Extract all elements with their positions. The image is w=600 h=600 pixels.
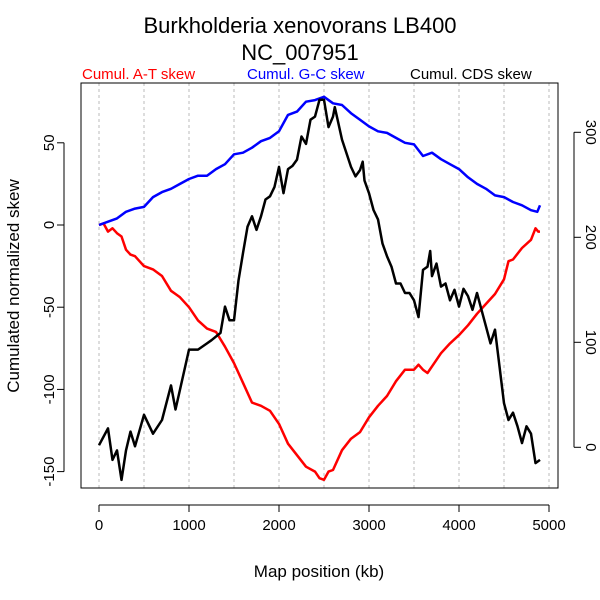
y-tick-label-right: 300 — [582, 120, 599, 145]
x-axis-label: Map position (kb) — [254, 562, 384, 581]
series-lines — [97, 95, 542, 482]
y-tick-label-right: 100 — [582, 330, 599, 355]
y-tick-label-left: -100 — [41, 374, 58, 404]
x-tick-label: 2000 — [262, 517, 295, 534]
x-tick-label: 3000 — [352, 517, 385, 534]
y-tick-label-left: -150 — [41, 457, 58, 487]
y-tick-label-left: 0 — [41, 221, 58, 229]
y-tick-label-right: 0 — [582, 443, 599, 451]
y-tick-label-left: -50 — [41, 296, 58, 318]
legend-at-skew: Cumul. A-T skew — [82, 66, 195, 83]
chart-title: Burkholderia xenovorans LB400 — [143, 13, 456, 38]
grid-lines — [98, 83, 550, 488]
y-tick-label-left: 50 — [41, 134, 58, 151]
x-tick-label: 4000 — [442, 517, 475, 534]
series-line-at — [98, 222, 540, 482]
y-axis-label: Cumulated normalized skew — [4, 179, 23, 393]
y-tick-label-right: 200 — [582, 225, 599, 250]
axes: 0 1000 2000 3000 4000 5000500-50-100-15030020… — [41, 120, 599, 534]
x-tick-label: 5000 — [532, 517, 565, 534]
legend-cds-skew: Cumul. CDS skew — [410, 66, 532, 83]
plot-frame — [80, 82, 559, 489]
series-line-gc — [98, 95, 542, 227]
series-line-cds — [97, 98, 541, 482]
x-tick-label: 1000 — [172, 517, 205, 534]
chart-subtitle: NC_007951 — [241, 40, 358, 65]
x-tick-label: 0 — [95, 517, 103, 534]
legend-gc-skew: Cumul. G-C skew — [247, 66, 365, 83]
